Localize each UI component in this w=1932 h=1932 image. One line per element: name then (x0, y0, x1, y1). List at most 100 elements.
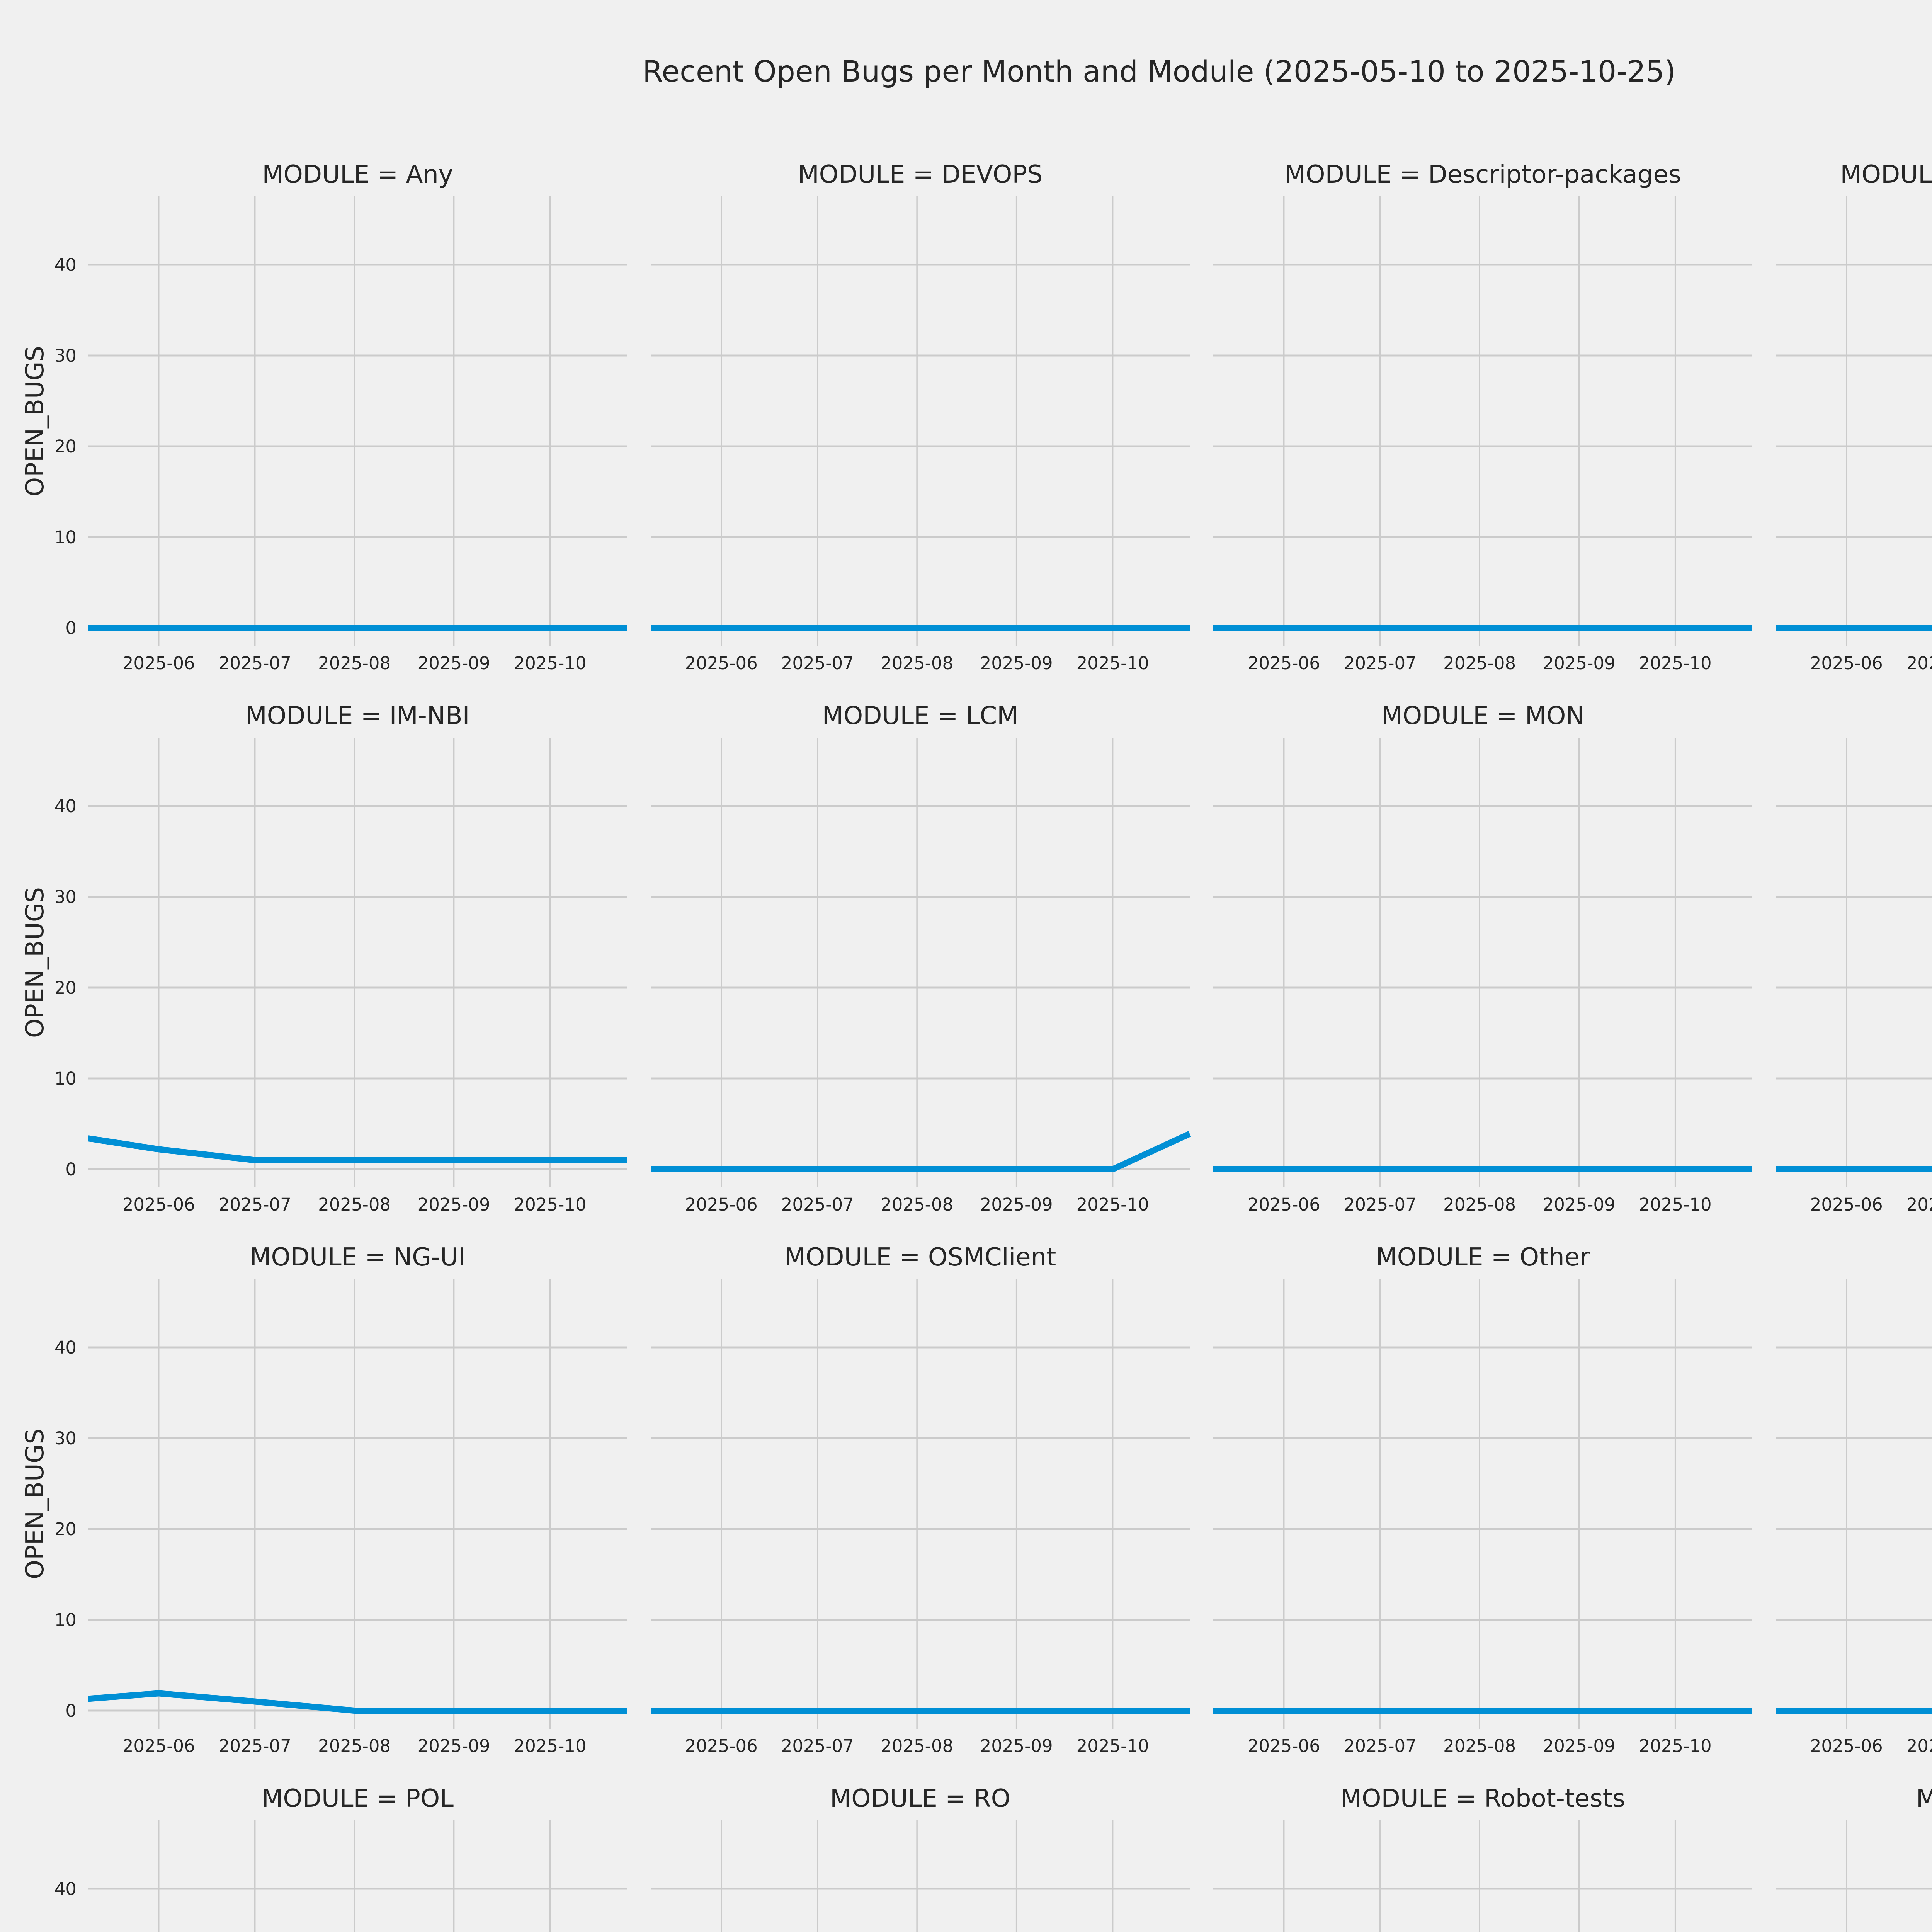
x-tick-label: 2025-09 (418, 653, 490, 673)
open-bugs-line-NG-UI (88, 1690, 627, 1714)
y-tick-label: 10 (54, 1610, 77, 1630)
y-axis-label: OPEN_BUGS (21, 1429, 49, 1579)
x-tick-label: 2025-07 (781, 1736, 854, 1756)
facet-Robot-tests: MODULE = Robot-tests2025-062025-072025-0… (1213, 1784, 1752, 1932)
x-tick-label: 2025-09 (980, 653, 1053, 673)
x-tick-label: 2025-06 (122, 1736, 195, 1756)
x-tick-label: 2025-07 (1906, 1736, 1932, 1756)
x-tick-label: 2025-10 (1077, 1736, 1149, 1756)
x-tick-label: 2025-10 (1639, 653, 1712, 673)
y-tick-label: 40 (54, 1337, 77, 1358)
chart-title: Recent Open Bugs per Month and Module (2… (643, 54, 1676, 88)
facet-title: MODULE = Unknown (1916, 1784, 1932, 1813)
x-tick-label: 2025-08 (881, 1736, 953, 1756)
y-tick-label: 20 (54, 1519, 77, 1539)
x-tick-label: 2025-09 (980, 1736, 1053, 1756)
x-tick-label: 2025-08 (881, 1194, 953, 1215)
facet-Descriptor-packages: MODULE = Descriptor-packages 2025-06 2025-… (1213, 160, 1752, 673)
x-tick-label: 2025-09 (418, 1194, 490, 1215)
facet-title: MODULE = Documentation / Wiki (1840, 160, 1932, 189)
x-tick-label: 2025-10 (1077, 1194, 1149, 1215)
facet-Unknown: MODULE = Unknown2025-062025-072025-08202… (1776, 1784, 1932, 1932)
y-tick-label: 30 (54, 345, 77, 366)
x-tick-label: 2025-08 (1443, 1736, 1516, 1756)
facet-RO: MODULE = RO2025-062025-072025-082025-092… (651, 1784, 1190, 1932)
x-tick-label: 2025-10 (1639, 1736, 1712, 1756)
facet-title: MODULE = NG-UI (250, 1243, 465, 1272)
facet-LCM: MODULE = LCM 2025-06 2025-07 2025-08 2025-09… (651, 702, 1191, 1215)
x-tick-label: 2025-09 (1543, 1194, 1616, 1215)
x-tick-label: 2025-06 (122, 1194, 195, 1215)
x-tick-label: 2025-07 (219, 653, 291, 673)
y-tick-label: 40 (54, 796, 77, 816)
x-tick-label: 2025-10 (514, 1736, 587, 1756)
x-tick-label: 2025-06 (1248, 1736, 1320, 1756)
x-tick-label: 2025-08 (318, 1194, 391, 1215)
facet-title: MODULE = Any (262, 160, 453, 189)
facet-PLA: MODULE = PLA2025-062025-072025-082025-09… (1776, 1279, 1932, 1756)
x-tick-label: 2025-10 (1077, 653, 1149, 673)
x-tick-label: 2025-08 (881, 653, 953, 673)
y-tick-label: 0 (65, 1159, 77, 1180)
y-tick-label: 20 (54, 978, 77, 998)
facet-title: MODULE = RO (830, 1784, 1010, 1813)
x-tick-label: 2025-06 (1248, 1194, 1320, 1215)
facet-IM-NBI: MODULE = IM-NBI 2025-06 2025-07 2025-08 2025… (21, 702, 627, 1215)
facet-Other: MODULE = Other 2025-06 2025-07 2025-08 2025-… (1213, 1243, 1752, 1756)
x-tick-label: 2025-07 (781, 1194, 854, 1215)
x-tick-label: 2025-08 (1443, 1194, 1516, 1215)
facet-DEVOPS: MODULE = DEVOPS 2025-06 2025-07 2025-08 2025… (651, 160, 1190, 673)
x-tick-label: 2025-10 (514, 1194, 587, 1215)
facet-title: MODULE = MON (1381, 702, 1585, 730)
x-tick-label: 2025-07 (1906, 1194, 1932, 1215)
x-tick-label: 2025-06 (1810, 1736, 1883, 1756)
x-tick-label: 2025-07 (219, 1194, 291, 1215)
open-bugs-line-IM-NBI (87, 1135, 627, 1163)
x-tick-label: 2025-06 (1810, 1194, 1883, 1215)
facet-title: MODULE = Other (1376, 1243, 1590, 1272)
facet-OSMClient: MODULE = OSMClient 2025-06 2025-07 2025-08 2… (651, 1243, 1190, 1756)
x-tick-label: 2025-07 (1344, 1736, 1417, 1756)
y-tick-label: 0 (65, 618, 77, 638)
facet-NG-UI: MODULE = NG-UI 2025-06 2025-07 2025-08 2025-… (21, 1243, 627, 1756)
y-tick-label: 30 (54, 1428, 77, 1449)
x-tick-label: 2025-06 (122, 653, 195, 673)
y-tick-label: 10 (54, 527, 77, 548)
y-tick-label: 40 (54, 1879, 77, 1899)
facet-N2VC: MODULE = N2VC2025-062025-072025-082025-0… (1776, 738, 1932, 1215)
x-tick-label: 2025-06 (685, 1194, 758, 1215)
facet-title: MODULE = LCM (822, 702, 1019, 730)
x-tick-label: 2025-07 (219, 1736, 291, 1756)
facet-title: MODULE = Robot-tests (1340, 1784, 1625, 1813)
facet-title: MODULE = OSMClient (784, 1243, 1056, 1272)
facet-POL: MODULE = POL2025-062025-072025-082025-09… (54, 1784, 627, 1932)
x-tick-label: 2025-08 (1443, 653, 1516, 673)
facet-Documentation / Wiki: MODULE = Documentation / Wiki 2025-06 2025… (1776, 160, 1932, 673)
y-tick-label: 10 (54, 1068, 77, 1089)
y-axis-label: OPEN_BUGS (21, 887, 49, 1038)
x-tick-label: 2025-06 (685, 653, 758, 673)
x-tick-label: 2025-10 (514, 653, 587, 673)
x-tick-label: 2025-07 (781, 653, 854, 673)
x-tick-label: 2025-06 (685, 1736, 758, 1756)
x-tick-label: 2025-09 (1543, 653, 1616, 673)
x-tick-label: 2025-06 (1810, 653, 1883, 673)
x-tick-label: 2025-09 (1543, 1736, 1616, 1756)
y-tick-label: 20 (54, 436, 77, 457)
x-tick-label: 2025-10 (1639, 1194, 1712, 1215)
y-axis-label: OPEN_BUGS (21, 346, 49, 497)
x-tick-label: 2025-07 (1344, 653, 1417, 673)
open-bugs-line-LCM (651, 1131, 1191, 1172)
y-tick-label: 30 (54, 887, 77, 907)
x-tick-label: 2025-09 (418, 1736, 490, 1756)
facet-title: MODULE = IM-NBI (246, 702, 470, 730)
y-tick-label: 0 (65, 1701, 77, 1721)
y-tick-label: 40 (54, 255, 77, 275)
facet-title: MODULE = POL (262, 1784, 454, 1813)
facet-title: MODULE = Descriptor-packages (1284, 160, 1681, 189)
x-tick-label: 2025-08 (318, 653, 391, 673)
x-tick-label: 2025-09 (980, 1194, 1053, 1215)
facet-Any: MODULE = Any 2025-06 2025-07 2025-08 2025-09… (21, 160, 627, 673)
